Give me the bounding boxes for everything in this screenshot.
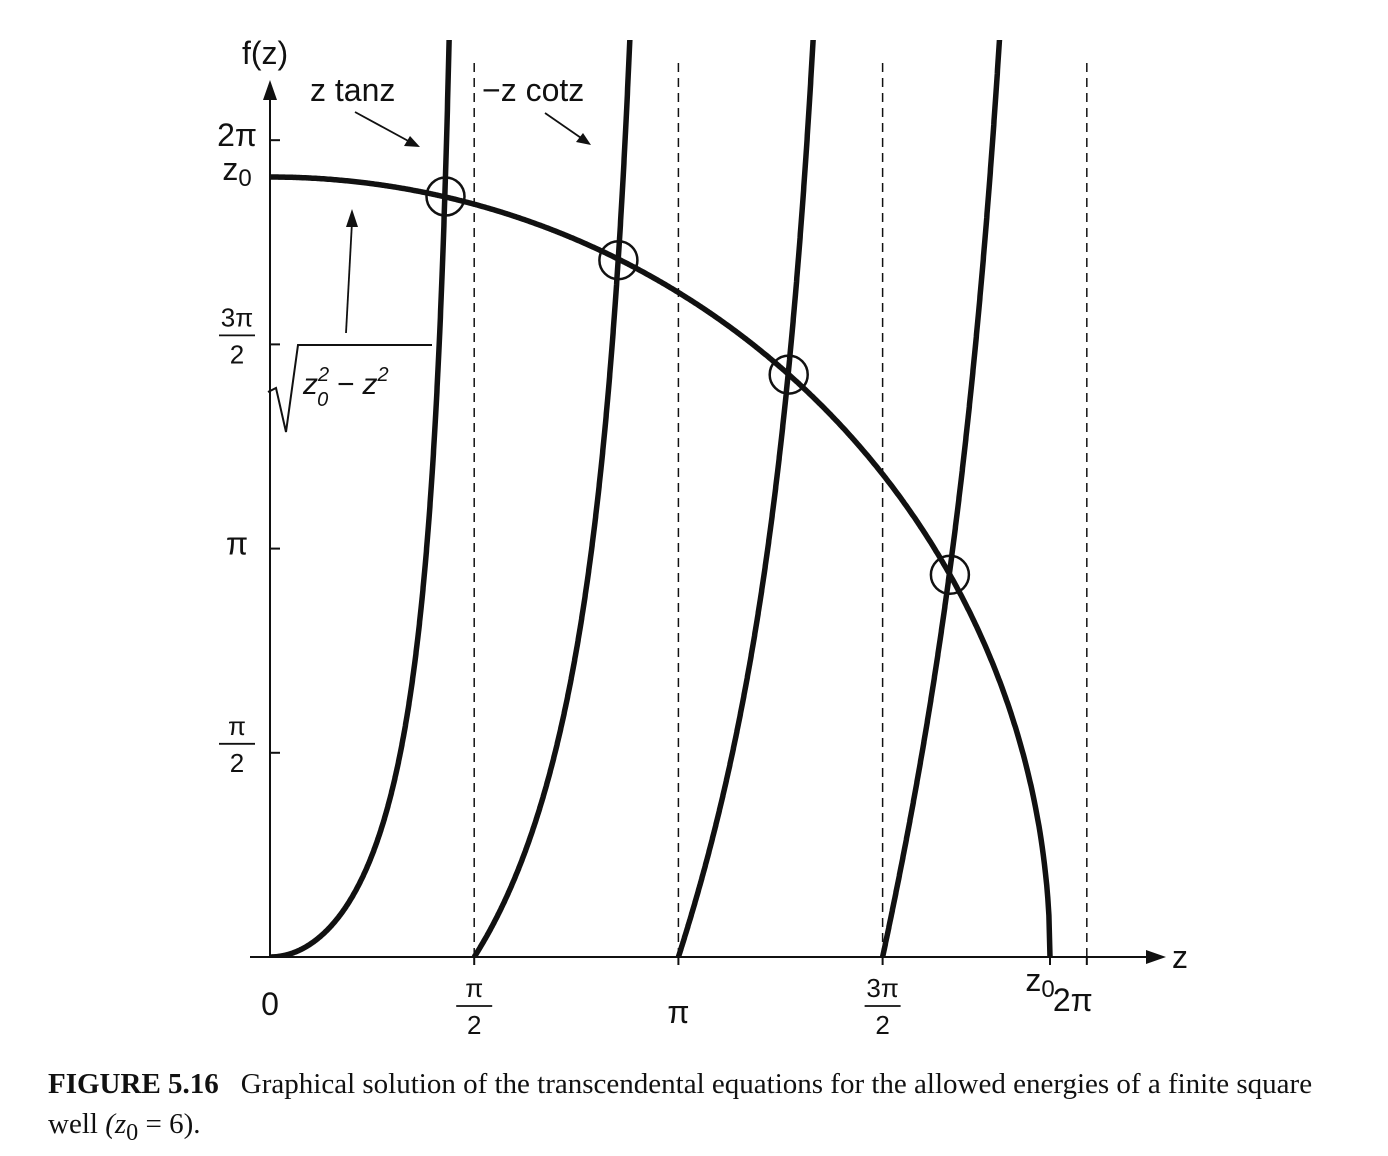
- x-tick-label-5: 2π: [1053, 982, 1093, 1018]
- curve-layer: [267, 40, 1053, 958]
- mzcot-curve-label: −z cotz: [482, 72, 584, 108]
- ztan-curve-branch-2: [675, 40, 816, 958]
- mzcot-curve-branch-1: [471, 40, 633, 958]
- x-axis-arrowhead: [1146, 950, 1166, 964]
- y-tick-label-0-den: 2: [230, 748, 244, 778]
- x-tick-label-0: 0: [261, 986, 279, 1022]
- x-tick-label-1-den: 2: [467, 1010, 481, 1040]
- circle-curve-branch-1: [268, 174, 1053, 958]
- y-axis-label: f(z): [242, 35, 288, 71]
- ztan-arrow-shaft: [354, 111, 413, 144]
- intersection-layer: [425, 176, 971, 596]
- y-tick-label-2-num: 3π: [221, 302, 253, 332]
- curve-annotations: z tanz −z cotz z2 0 − z2: [267, 72, 591, 433]
- y-tick-label-3: z0: [222, 151, 251, 192]
- y-axis-arrowhead: [263, 80, 277, 100]
- sqrt-expression: z2 0 − z2: [302, 364, 389, 411]
- circle-arrow-shaft: [345, 221, 353, 334]
- intersection-marker-2: [598, 239, 639, 281]
- y-tick-label-1: π: [226, 526, 248, 562]
- caption-text: Graphical solution of the transcendental…: [48, 1068, 1313, 1140]
- x-tick-label-3-num: 3π: [866, 973, 898, 1003]
- caption-math: (z0 = 6).: [105, 1108, 201, 1146]
- sqrt-radical-sign: [267, 344, 432, 433]
- asymptote-layer: [473, 58, 1088, 957]
- intersection-marker-3: [768, 354, 809, 395]
- intersection-marker-1: [425, 176, 466, 217]
- mzcot-curve-branch-2: [879, 40, 1003, 958]
- mzcot-arrowhead: [576, 133, 591, 145]
- x-axis-label: z: [1172, 939, 1188, 975]
- y-tick-label-4: 2π: [217, 117, 257, 153]
- axes: [250, 92, 1150, 958]
- mzcot-arrow-shaft: [544, 112, 585, 141]
- x-tick-label-1-num: π: [465, 973, 483, 1003]
- x-tick-label-3-den: 2: [875, 1010, 889, 1040]
- figure-number: FIGURE 5.16: [48, 1068, 219, 1100]
- y-tick-label-0-num: π: [228, 711, 246, 741]
- ztan-arrowhead: [404, 136, 420, 147]
- figure-caption: FIGURE 5.16 Graphical solution of the tra…: [48, 1064, 1368, 1153]
- x-tick-label-4: z0: [1025, 962, 1054, 1003]
- ztan-curve-label: z tanz: [310, 72, 395, 108]
- x-tick-label-2: π: [667, 994, 689, 1030]
- intersection-marker-4: [929, 554, 971, 596]
- circle-arrowhead: [346, 209, 358, 227]
- y-tick-label-2-den: 2: [230, 339, 244, 369]
- ztan-curve-branch-1: [267, 40, 452, 958]
